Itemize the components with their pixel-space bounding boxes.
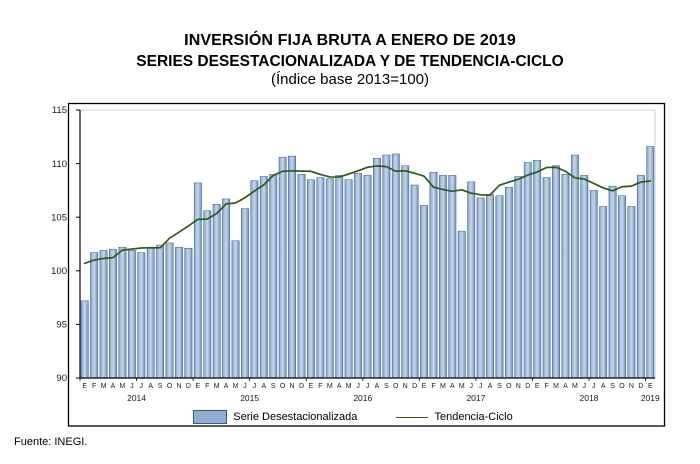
svg-text:A: A <box>375 383 380 390</box>
svg-text:M: M <box>327 383 333 390</box>
svg-text:A: A <box>563 383 568 390</box>
svg-text:S: S <box>271 383 276 390</box>
svg-text:E: E <box>82 383 87 390</box>
svg-text:J: J <box>253 383 257 390</box>
svg-text:O: O <box>167 383 173 390</box>
svg-text:A: A <box>601 383 606 390</box>
svg-text:N: N <box>629 383 634 390</box>
svg-text:S: S <box>158 383 163 390</box>
svg-text:N: N <box>403 383 408 390</box>
svg-text:O: O <box>280 383 286 390</box>
svg-text:2017: 2017 <box>466 393 485 403</box>
svg-text:95: 95 <box>56 320 67 331</box>
svg-text:D: D <box>299 383 304 390</box>
svg-text:D: D <box>412 383 417 390</box>
svg-text:E: E <box>309 383 314 390</box>
svg-text:110: 110 <box>52 159 67 170</box>
svg-text:S: S <box>497 383 502 390</box>
svg-text:N: N <box>516 383 521 390</box>
svg-text:E: E <box>422 383 427 390</box>
svg-text:F: F <box>205 383 209 390</box>
svg-text:J: J <box>479 383 483 390</box>
svg-text:F: F <box>544 383 548 390</box>
svg-text:A: A <box>337 383 342 390</box>
svg-text:D: D <box>186 383 191 390</box>
svg-text:2018: 2018 <box>580 393 599 403</box>
svg-text:M: M <box>119 383 125 390</box>
svg-text:M: M <box>101 383 107 390</box>
svg-text:M: M <box>346 383 352 390</box>
svg-text:M: M <box>214 383 220 390</box>
svg-text:S: S <box>610 383 615 390</box>
svg-text:105: 105 <box>51 212 67 223</box>
svg-text:M: M <box>459 383 465 390</box>
svg-text:E: E <box>195 383 200 390</box>
svg-text:J: J <box>366 383 370 390</box>
svg-text:M: M <box>553 383 559 390</box>
svg-text:100: 100 <box>51 266 67 277</box>
svg-text:J: J <box>583 383 587 390</box>
svg-text:N: N <box>290 383 295 390</box>
svg-text:J: J <box>469 383 473 390</box>
svg-text:A: A <box>111 383 116 390</box>
svg-text:N: N <box>176 383 181 390</box>
svg-text:S: S <box>384 383 389 390</box>
svg-text:M: M <box>572 383 578 390</box>
svg-text:J: J <box>592 383 596 390</box>
svg-text:J: J <box>130 383 134 390</box>
svg-text:A: A <box>488 383 493 390</box>
svg-text:E: E <box>648 383 653 390</box>
svg-text:90: 90 <box>56 373 67 384</box>
svg-text:E: E <box>535 383 540 390</box>
svg-text:F: F <box>318 383 322 390</box>
svg-text:2016: 2016 <box>353 393 372 403</box>
svg-text:M: M <box>233 383 239 390</box>
svg-text:2014: 2014 <box>127 393 146 403</box>
svg-text:O: O <box>619 383 625 390</box>
svg-text:2015: 2015 <box>240 393 259 403</box>
svg-text:F: F <box>92 383 96 390</box>
svg-text:A: A <box>261 383 266 390</box>
svg-text:115: 115 <box>52 105 67 116</box>
svg-text:D: D <box>638 383 643 390</box>
svg-text:M: M <box>440 383 446 390</box>
svg-text:D: D <box>525 383 530 390</box>
svg-text:A: A <box>450 383 455 390</box>
svg-text:A: A <box>224 383 229 390</box>
svg-text:J: J <box>243 383 247 390</box>
svg-text:F: F <box>431 383 435 390</box>
svg-text:A: A <box>148 383 153 390</box>
svg-text:O: O <box>393 383 399 390</box>
svg-text:J: J <box>356 383 360 390</box>
svg-text:2019: 2019 <box>641 393 660 403</box>
svg-text:J: J <box>140 383 144 390</box>
svg-text:O: O <box>506 383 512 390</box>
